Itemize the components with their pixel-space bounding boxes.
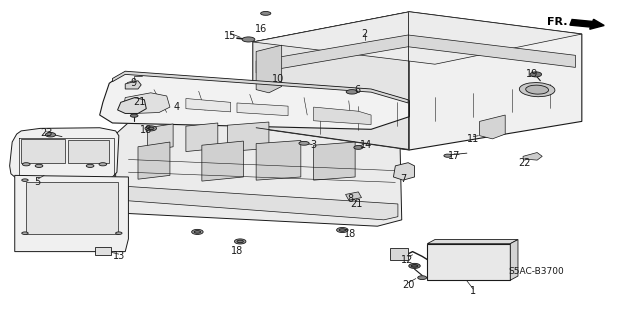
Polygon shape xyxy=(253,12,410,150)
Polygon shape xyxy=(428,244,510,280)
Ellipse shape xyxy=(260,11,271,15)
Polygon shape xyxy=(129,187,398,220)
Polygon shape xyxy=(15,175,129,252)
Polygon shape xyxy=(95,247,111,256)
Text: 23: 23 xyxy=(40,129,53,138)
Text: FR.: FR. xyxy=(547,17,568,27)
Ellipse shape xyxy=(409,263,420,269)
Text: 16: 16 xyxy=(255,24,268,34)
Polygon shape xyxy=(256,35,575,73)
Polygon shape xyxy=(479,115,505,139)
Polygon shape xyxy=(428,240,518,244)
Text: 17: 17 xyxy=(448,151,460,161)
Ellipse shape xyxy=(22,163,30,166)
Text: 22: 22 xyxy=(518,158,531,168)
Ellipse shape xyxy=(354,145,363,149)
FancyArrow shape xyxy=(570,19,604,29)
Text: 4: 4 xyxy=(173,102,179,112)
Text: 19: 19 xyxy=(526,69,538,79)
Text: 21: 21 xyxy=(133,97,145,107)
Ellipse shape xyxy=(191,229,203,234)
Text: 14: 14 xyxy=(360,140,372,150)
Ellipse shape xyxy=(22,232,28,234)
Polygon shape xyxy=(510,240,518,280)
Ellipse shape xyxy=(444,154,452,157)
Ellipse shape xyxy=(299,141,309,145)
Polygon shape xyxy=(314,142,355,180)
Polygon shape xyxy=(346,192,362,200)
Ellipse shape xyxy=(22,179,28,182)
Text: 20: 20 xyxy=(402,280,414,290)
Polygon shape xyxy=(125,81,141,89)
Text: 11: 11 xyxy=(467,134,479,144)
Text: 1: 1 xyxy=(470,286,476,296)
Ellipse shape xyxy=(339,229,346,231)
Polygon shape xyxy=(100,72,410,129)
Ellipse shape xyxy=(194,231,200,233)
Polygon shape xyxy=(256,45,282,93)
Polygon shape xyxy=(314,107,371,124)
Polygon shape xyxy=(26,182,118,234)
Ellipse shape xyxy=(86,164,94,167)
Polygon shape xyxy=(523,152,542,160)
Ellipse shape xyxy=(35,164,43,167)
Ellipse shape xyxy=(145,126,157,131)
Polygon shape xyxy=(118,98,147,114)
Text: 18: 18 xyxy=(140,125,152,135)
Text: 9: 9 xyxy=(131,78,136,88)
Text: 15: 15 xyxy=(225,31,237,41)
Text: 8: 8 xyxy=(348,194,354,204)
Polygon shape xyxy=(21,139,65,163)
Ellipse shape xyxy=(148,127,154,130)
Text: 10: 10 xyxy=(273,73,285,84)
Ellipse shape xyxy=(346,90,358,94)
Ellipse shape xyxy=(116,232,122,234)
Ellipse shape xyxy=(412,265,418,267)
Text: 18: 18 xyxy=(231,246,243,256)
Ellipse shape xyxy=(519,83,555,97)
Polygon shape xyxy=(394,163,415,180)
Polygon shape xyxy=(202,141,243,181)
Text: 2: 2 xyxy=(362,29,368,39)
Polygon shape xyxy=(116,115,402,226)
Polygon shape xyxy=(10,128,119,182)
Polygon shape xyxy=(390,249,408,260)
Polygon shape xyxy=(68,140,109,163)
Ellipse shape xyxy=(337,227,348,233)
Polygon shape xyxy=(186,99,230,112)
Polygon shape xyxy=(256,140,301,180)
Polygon shape xyxy=(186,123,218,152)
Polygon shape xyxy=(237,103,288,116)
Ellipse shape xyxy=(131,114,138,117)
Text: 13: 13 xyxy=(113,251,125,261)
Ellipse shape xyxy=(237,240,243,243)
Text: 3: 3 xyxy=(310,140,317,150)
Polygon shape xyxy=(253,12,582,64)
Polygon shape xyxy=(124,93,170,114)
Ellipse shape xyxy=(525,85,548,94)
Text: 6: 6 xyxy=(354,85,360,95)
Text: 21: 21 xyxy=(350,199,363,209)
Text: 5: 5 xyxy=(35,177,41,187)
Polygon shape xyxy=(113,71,408,103)
Text: 12: 12 xyxy=(401,255,413,264)
Ellipse shape xyxy=(242,37,255,42)
Polygon shape xyxy=(253,12,582,150)
Ellipse shape xyxy=(99,163,107,166)
Text: 7: 7 xyxy=(400,174,406,183)
Polygon shape xyxy=(227,122,269,152)
Polygon shape xyxy=(148,124,173,151)
Ellipse shape xyxy=(234,239,246,244)
Polygon shape xyxy=(138,142,170,179)
Ellipse shape xyxy=(45,132,56,137)
Ellipse shape xyxy=(530,72,541,77)
Ellipse shape xyxy=(418,276,427,279)
Text: 18: 18 xyxy=(344,229,356,239)
Text: S5AC-B3700: S5AC-B3700 xyxy=(508,267,564,276)
